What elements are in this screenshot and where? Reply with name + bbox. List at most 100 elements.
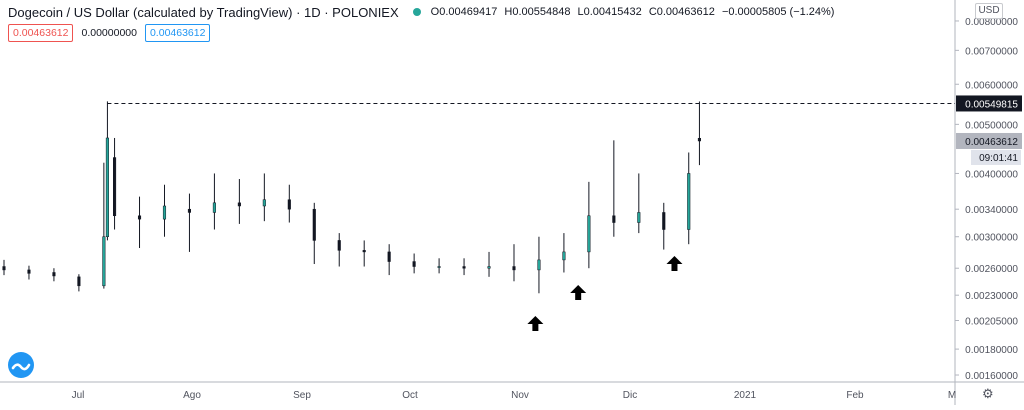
candle [362,240,366,267]
price-tick-label: 0.00180000 [965,345,1018,356]
candle-body [437,266,441,268]
candle [487,251,491,277]
candle [587,181,591,269]
candle [287,184,291,223]
countdown-label: 09:01:41 [979,153,1018,164]
ohlc-open: O0.00469417 [430,6,498,18]
time-label: Dic [623,390,637,401]
candle [102,162,106,289]
currency-button[interactable]: USD [975,3,1003,19]
candle-body [162,205,167,220]
candle [2,259,6,276]
time-axis[interactable]: Jul Ago Sep Oct Nov Dic 2021 Feb M [0,381,1024,401]
candle-body [362,250,366,253]
candle [27,265,31,280]
candle [637,173,641,234]
countdown-tag [971,149,1021,165]
candle-body [487,266,491,269]
time-label: Feb [846,390,864,401]
candle-body [2,266,6,271]
candle [537,236,541,294]
candle [212,173,216,230]
time-label: Nov [511,390,529,401]
candle-body [212,202,216,213]
candle-body [187,208,191,213]
candle [77,274,81,292]
candle-body [113,157,117,217]
candle-body [27,269,31,274]
candle [187,193,191,252]
current-price-tag [956,95,1022,112]
time-label: Sep [293,390,311,401]
ohlc-close: C0.00463612 [648,6,715,18]
candle [697,101,701,166]
candle [237,179,241,224]
candle-body [537,259,541,271]
tradingview-logo-icon[interactable] [8,352,34,378]
candle [312,202,316,265]
candle [162,184,167,237]
candle [562,233,566,273]
candle-body [662,212,666,230]
time-label: Oct [402,390,418,401]
price-tick-label: 0.00300000 [965,233,1018,244]
price-axis[interactable]: 0.00800000 0.00700000 0.00600000 0.00500000… [954,0,1022,405]
candle [387,244,391,276]
overlay [107,102,955,331]
sell-price-pill[interactable]: 0.00463612 [8,24,74,42]
candle [137,196,142,249]
price-tick-label: 0.00260000 [965,264,1018,275]
spread-value: 0.00000000 [81,27,137,39]
candle-body [52,272,56,277]
price-tick-label: 0.00340000 [965,205,1018,216]
candle-body [287,199,291,210]
time-label: Jul [72,390,85,401]
candle-body [137,215,142,220]
indicator-values: 0.00463612 0.00000000 0.00463612 [8,24,218,42]
time-label: 2021 [734,390,757,401]
price-tick-label: 0.00600000 [965,80,1018,91]
buy-price-pill[interactable]: 0.00463612 [144,24,211,42]
candle [105,101,109,241]
price-tick-label: 0.00400000 [965,169,1018,180]
candle-body [412,261,416,267]
price-tick-label: 0.00500000 [965,120,1018,131]
ohlc-high: H0.00554848 [504,6,571,18]
candle-body [387,251,391,262]
candle-body [237,202,241,207]
last-price-tag [956,132,1022,149]
ohlc-values: O0.00469417 H0.00554848 L0.00415432 C0.0… [431,6,839,18]
time-label: Ago [183,390,201,401]
price-tick-label: 0.00160000 [965,371,1018,382]
candle [662,202,666,250]
price-tick-label: 0.00800000 [965,17,1018,28]
chart-header: Dogecoin / US Dollar (calculated by Trad… [8,3,838,21]
candle [262,173,266,222]
gear-icon[interactable]: ⚙ [982,386,994,401]
candles [2,101,701,294]
candle [512,244,516,282]
candle-body [77,276,81,287]
candle [412,253,416,274]
candle [612,140,616,237]
candle [337,233,341,267]
candle-body [637,212,641,223]
ohlc-low: L0.00415432 [577,6,642,18]
symbol-title[interactable]: Dogecoin / US Dollar (calculated by Trad… [8,4,399,20]
time-label: M [948,390,956,401]
candle [687,152,691,245]
market-status-dot [412,8,421,16]
current-price-label: 0.00549815 [965,99,1018,110]
price-tick-label: 0.00700000 [965,46,1018,57]
candle [437,258,441,274]
candle-body [697,137,701,142]
candle-body [587,215,591,253]
candle-body [102,236,106,287]
candle-body [105,137,109,237]
candle-body [337,240,341,251]
up-arrow-icon [666,256,683,271]
candle-body [562,251,566,261]
up-arrow-icon [527,316,544,331]
